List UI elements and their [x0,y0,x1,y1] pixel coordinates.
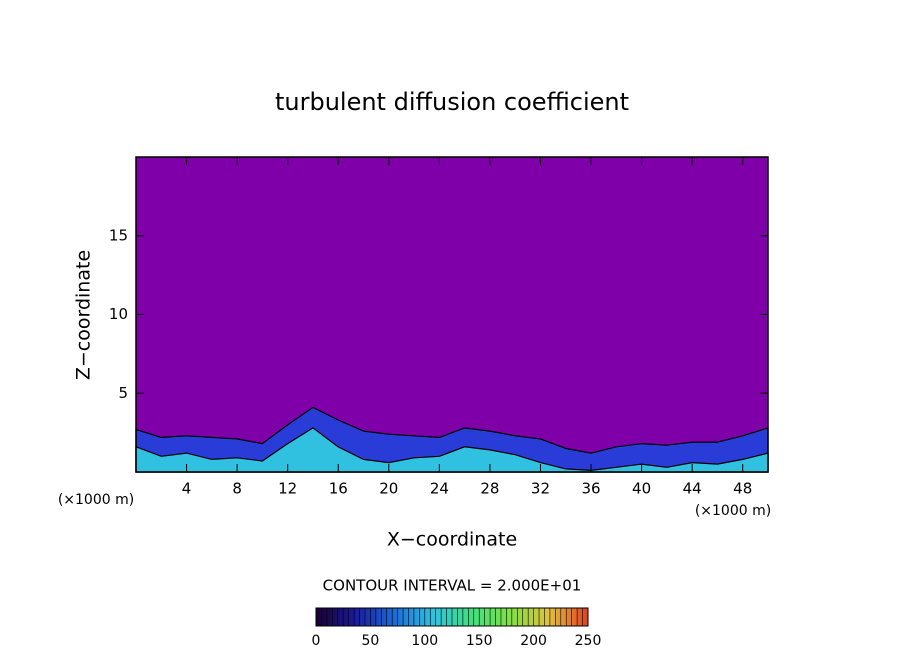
x-axis-label: X−coordinate [387,529,517,551]
x-tick-label: 24 [430,480,449,498]
colorbar-tick-label: 250 [575,633,602,649]
y-tick-label: 10 [109,305,128,323]
x-tick-label: 16 [329,480,348,498]
colorbar-tick-label: 0 [312,633,321,649]
x-tick-label: 8 [232,480,242,498]
x-tick-label: 44 [683,480,702,498]
contour-area [135,427,769,473]
colorbar-tick-label: 150 [466,633,493,649]
colorbar-tick-label: 200 [520,633,547,649]
colorbar-tick-label: 100 [411,633,438,649]
contour-note: CONTOUR INTERVAL = 2.000E+01 [323,577,582,595]
x-tick-label: 20 [379,480,398,498]
y-tick-label: 5 [118,384,128,402]
x-tick-label: 28 [480,480,499,498]
plot-background [136,157,768,472]
chart-title: turbulent diffusion coefficient [275,88,629,116]
x-unit: (×1000 m) [58,492,134,508]
x-tick-label: 48 [733,480,752,498]
x-tick-label: 36 [581,480,600,498]
x-unit: (×1000 m) [695,503,771,519]
x-tick-label: 12 [278,480,297,498]
x-tick-label: 40 [632,480,651,498]
x-tick-label: 32 [531,480,550,498]
y-axis-label: Z−coordinate [73,250,95,380]
y-tick-label: 15 [109,226,128,244]
colorbar-tick-label: 50 [361,633,379,649]
x-tick-label: 4 [182,480,192,498]
